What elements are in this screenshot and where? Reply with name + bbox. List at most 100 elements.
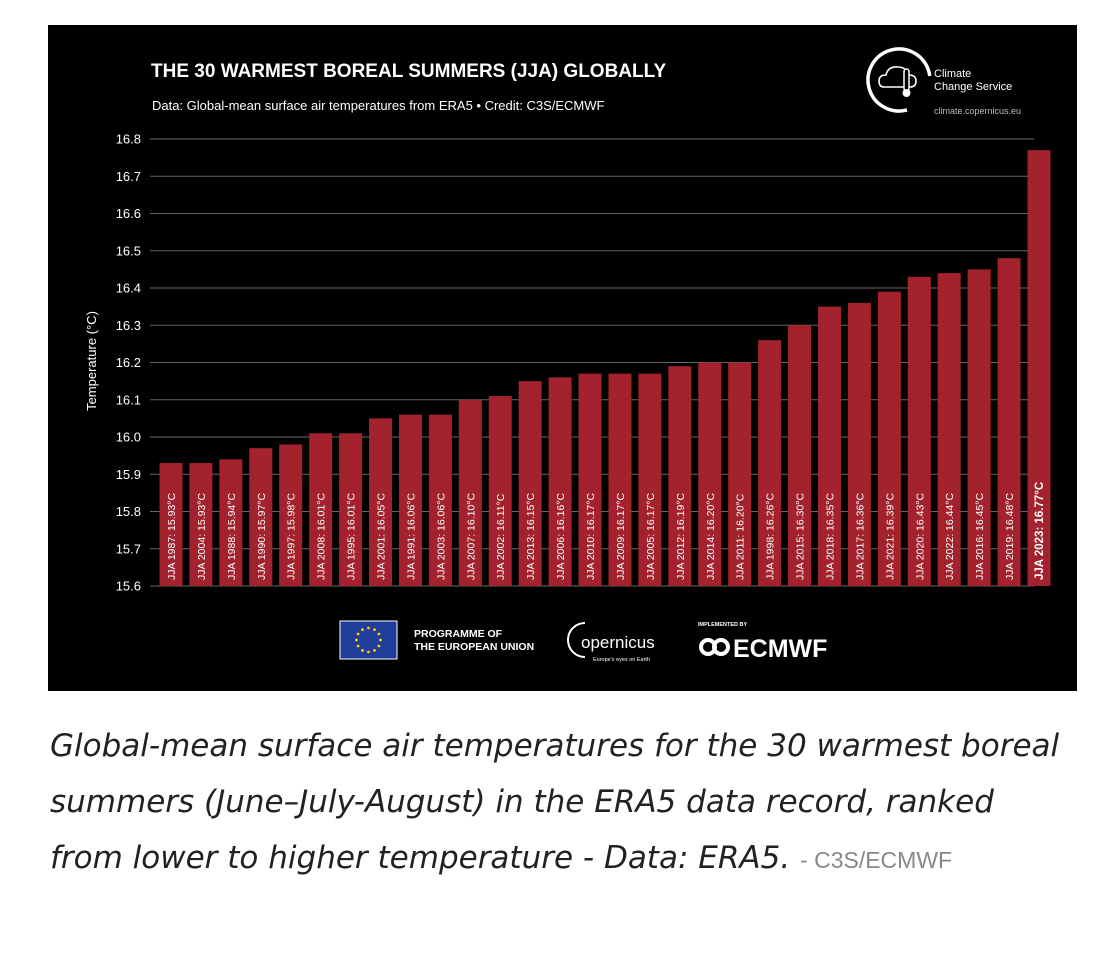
eu-programme-line-1: PROGRAMME OF: [414, 628, 503, 640]
caption-credit: - C3S/ECMWF: [800, 847, 953, 873]
y-tick-label: 16.4: [116, 281, 141, 296]
eu-star-icon: [356, 632, 360, 636]
bar-label: JJA 2001: 16.05°C: [376, 492, 388, 580]
bar: [458, 399, 482, 586]
chart-subtitle: Data: Global-mean surface air temperatur…: [152, 98, 605, 113]
bar-label: JJA 2018: 16.35°C: [824, 492, 836, 580]
eu-programme-line-2: THE EUROPEAN UNION: [414, 641, 534, 653]
bar: [369, 418, 393, 586]
bar: [1027, 150, 1051, 587]
bar: [309, 433, 333, 586]
bar-label: JJA 2007: 16.10°C: [465, 492, 477, 580]
bar: [907, 276, 931, 586]
ecmwf-emblem-icon: [699, 638, 730, 656]
bar: [788, 325, 812, 586]
logo-line-2: Change Service: [934, 81, 1012, 93]
bar-label: JJA 2008: 16.01°C: [316, 492, 328, 580]
bar-label: JJA 2006: 16.16°C: [555, 492, 567, 580]
y-tick-label: 16.1: [116, 392, 141, 407]
bar: [608, 373, 632, 586]
bar-label: JJA 1997: 15.98°C: [286, 492, 298, 580]
y-axis-label: Temperature (°C): [84, 311, 99, 411]
bar-label: JJA 2017: 16.36°C: [854, 492, 866, 580]
thermometer-icon: [903, 68, 910, 92]
bar: [967, 269, 991, 586]
figure-caption: Global-mean surface air temperatures for…: [50, 718, 1060, 888]
y-tick-label: 15.9: [116, 467, 141, 482]
bar-label: JJA 2020: 16.43°C: [914, 492, 926, 580]
bar-label: JJA 2004: 15.93°C: [196, 492, 208, 580]
bar: [279, 444, 303, 586]
footer-logos: PROGRAMME OF THE EUROPEAN UNION opernicu…: [339, 620, 827, 663]
y-tick-label: 15.6: [116, 579, 141, 594]
implemented-by-label: IMPLEMENTED BY: [698, 622, 748, 628]
chart-canvas: 15.6 15.7 15.8 15.9 16.0 16.1 16.2 16.3 16.4 16.5…: [84, 47, 1051, 663]
eu-stars-icon: [355, 626, 382, 654]
bar: [877, 291, 901, 586]
bar-label: JJA 2005: 16.17°C: [645, 492, 657, 580]
y-tick-label: 16.7: [116, 169, 141, 184]
eu-star-icon: [355, 638, 358, 642]
caption-text: Global-mean surface air temperatures for…: [50, 728, 1060, 876]
y-tick-label: 16.8: [116, 132, 141, 147]
eu-star-icon: [377, 632, 381, 636]
bar: [189, 463, 213, 586]
bar: [638, 373, 662, 586]
y-tick-label: 16.2: [116, 355, 141, 370]
logo-ring-icon: [866, 47, 932, 113]
bar-label: JJA 2015: 16.30°C: [795, 492, 807, 580]
bar-label: JJA 1990: 15.97°C: [256, 492, 268, 580]
bar-label: JJA 2016: 16.45°C: [974, 492, 986, 580]
chart-figure: 15.6 15.7 15.8 15.9 16.0 16.1 16.2 16.3 16.4 16.5…: [48, 25, 1077, 691]
bar-labels: JJA 1987: 15.93°C JJA 2004: 15.93°C JJA 19…: [166, 482, 1046, 580]
bar-label: JJA 2014: 16.20°C: [705, 492, 717, 580]
logo-line-1: Climate: [934, 68, 971, 80]
eu-star-icon: [367, 626, 370, 630]
bar: [548, 377, 572, 586]
y-tick-labels: 15.6 15.7 15.8 15.9 16.0 16.1 16.2 16.3 16.4 16.5…: [116, 132, 141, 594]
eu-star-icon: [373, 628, 376, 632]
bar-label: JJA 2003: 16.06°C: [435, 492, 447, 580]
bar-label: JJA 2002: 16.11°C: [495, 493, 507, 580]
bar-label: JJA 2012: 16.19°C: [675, 492, 687, 580]
bar: [428, 414, 452, 586]
copernicus-tagline: Europe's eyes on Earth: [593, 657, 650, 663]
bar: [698, 362, 722, 586]
y-tick-label: 16.0: [116, 430, 141, 445]
bar: [997, 258, 1021, 586]
y-tick-label: 15.7: [116, 541, 141, 556]
ecmwf-wordmark: ECMWF: [733, 635, 827, 663]
bar: [249, 448, 273, 586]
bar-label: JJA 2010: 16.17°C: [585, 492, 597, 580]
eu-star-icon: [356, 644, 360, 648]
climate-change-service-logo: Climate Change Service climate.copernicu…: [866, 47, 1021, 116]
y-tick-label: 16.6: [116, 206, 141, 221]
bar-label: JJA 2022: 16.44°C: [944, 492, 956, 580]
eu-star-icon: [373, 648, 376, 652]
eu-star-icon: [367, 650, 370, 654]
bar-label: JJA 2023: 16.77°C: [1034, 482, 1046, 580]
bar: [219, 459, 243, 586]
chart-title: THE 30 WARMEST BOREAL SUMMERS (JJA) GLOB…: [151, 61, 666, 82]
bar: [398, 414, 422, 586]
logo-url: climate.copernicus.eu: [934, 106, 1021, 116]
y-tick-label: 16.5: [116, 243, 141, 258]
bar: [668, 366, 692, 586]
bar: [817, 306, 841, 586]
eu-star-icon: [361, 628, 364, 632]
bar-label: JJA 2009: 16.17°C: [615, 492, 627, 580]
y-tick-label: 15.8: [116, 504, 141, 519]
bar-label: JJA 1987: 15.93°C: [166, 492, 178, 580]
bar: [937, 273, 961, 586]
bar-label: JJA 1998: 16.26°C: [765, 492, 777, 580]
cloud-icon: [878, 66, 917, 88]
bar-label: JJA 2021: 16.39°C: [884, 492, 896, 580]
bar: [578, 373, 602, 586]
bar: [518, 381, 542, 586]
y-tick-label: 16.3: [116, 318, 141, 333]
eu-star-icon: [379, 638, 382, 642]
bar: [758, 340, 782, 586]
eu-star-icon: [361, 648, 364, 652]
thermometer-bulb-icon: [902, 89, 911, 97]
bar-label: JJA 2013: 16.15°C: [525, 492, 537, 580]
